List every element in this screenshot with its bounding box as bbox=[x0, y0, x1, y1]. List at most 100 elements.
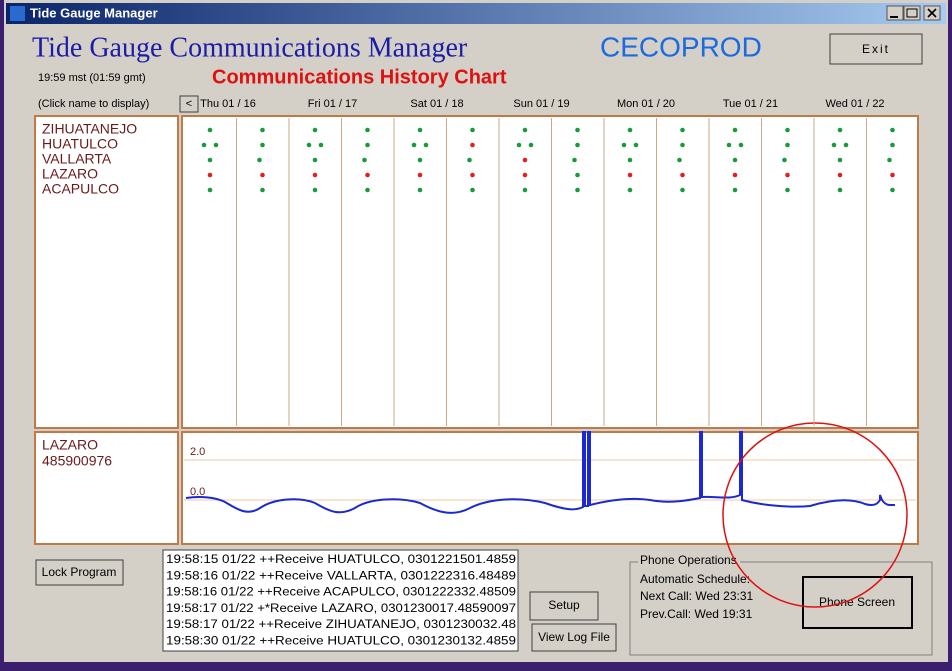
status-dot bbox=[467, 157, 472, 163]
status-dot bbox=[260, 172, 265, 178]
log-line: 19:58:15 01/22 ++Receive HUATULCO, 03012… bbox=[166, 554, 516, 566]
status-dot bbox=[207, 172, 213, 178]
status-dot bbox=[528, 142, 534, 148]
status-dot bbox=[417, 157, 423, 163]
station-name[interactable]: HUATULCO bbox=[42, 136, 118, 152]
status-dot bbox=[312, 187, 318, 193]
status-dot bbox=[575, 142, 580, 148]
exit-button[interactable] bbox=[829, 33, 923, 65]
status-dot bbox=[417, 172, 423, 178]
status-dot bbox=[572, 157, 577, 163]
status-dot bbox=[890, 127, 895, 133]
next-call: Next Call: Wed 23:31 bbox=[640, 589, 753, 603]
maximize[interactable] bbox=[903, 5, 921, 21]
log-line: 19:58:16 01/22 ++Receive ACAPULCO, 03012… bbox=[166, 587, 516, 599]
status-dot bbox=[365, 142, 370, 148]
exit-label[interactable]: Exit bbox=[862, 42, 890, 56]
prev-call: Prev.Call: Wed 19:31 bbox=[640, 607, 753, 621]
log-line: 19:58:30 01/22 ++Receive HUATULCO, 03012… bbox=[166, 636, 516, 648]
status-dot bbox=[732, 187, 738, 193]
org-name: CECOPROD bbox=[600, 31, 762, 62]
status-dot bbox=[627, 157, 633, 163]
history-grid bbox=[181, 115, 919, 429]
status-dot bbox=[522, 157, 528, 163]
station-name[interactable]: ZIHUATANEJO bbox=[42, 121, 137, 137]
status-dot bbox=[785, 142, 790, 148]
status-dot bbox=[887, 157, 892, 163]
status-dot bbox=[207, 157, 213, 163]
status-dot bbox=[516, 142, 522, 148]
detail-id: 485900976 bbox=[42, 453, 112, 469]
status-dot bbox=[470, 142, 475, 148]
date-label: Tue 01 / 21 bbox=[723, 98, 778, 110]
status-dot bbox=[732, 157, 738, 163]
lock-button[interactable] bbox=[35, 559, 124, 586]
status-dot bbox=[318, 142, 324, 148]
status-dot bbox=[522, 187, 528, 193]
status-dot bbox=[575, 187, 580, 193]
hint: (Click name to display) bbox=[38, 98, 149, 110]
log-line: 19:58:17 01/22 ++Receive ZIHUATANEJO, 03… bbox=[166, 619, 516, 631]
phone-group-title: Phone Operations bbox=[640, 553, 737, 567]
status-dot bbox=[312, 127, 318, 133]
setup-label[interactable]: Setup bbox=[548, 598, 580, 612]
tide-trace bbox=[185, 431, 896, 514]
status-dot bbox=[423, 142, 429, 148]
station-name[interactable]: ACAPULCO bbox=[42, 181, 119, 197]
status-dot bbox=[365, 187, 370, 193]
tide-chart bbox=[181, 431, 919, 545]
date-label: Sun 01 / 19 bbox=[513, 98, 569, 110]
status-dot bbox=[890, 142, 895, 148]
status-dot bbox=[365, 127, 370, 133]
phone-screen-label[interactable]: Phone Screen bbox=[819, 595, 895, 609]
status-dot bbox=[785, 127, 790, 133]
window-controls[interactable] bbox=[886, 5, 941, 21]
status-dot bbox=[522, 172, 528, 178]
status-dot bbox=[470, 187, 475, 193]
station-name[interactable]: LAZARO bbox=[42, 166, 98, 182]
status-dot bbox=[627, 187, 633, 193]
status-dot bbox=[732, 127, 738, 133]
chart-subtitle: Communications History Chart bbox=[212, 66, 507, 88]
status-dot bbox=[785, 187, 790, 193]
view-log-button[interactable] bbox=[531, 623, 617, 652]
log-line: 19:58:16 01/22 ++Receive VALLARTA, 03012… bbox=[166, 570, 516, 582]
status-dot bbox=[680, 172, 685, 178]
status-dot bbox=[633, 142, 639, 148]
status-dot bbox=[260, 127, 265, 133]
status-dot bbox=[782, 157, 787, 163]
y-tick-label: 2.0 bbox=[190, 446, 205, 458]
status-dot bbox=[417, 127, 423, 133]
schedule: Automatic Schedule: bbox=[640, 572, 750, 586]
status-dot bbox=[470, 172, 475, 178]
lock-label[interactable]: Lock Program bbox=[42, 565, 117, 579]
prev-label[interactable]: < bbox=[186, 98, 192, 110]
status-dot bbox=[522, 127, 528, 133]
setup-button[interactable] bbox=[529, 591, 599, 621]
status-dot bbox=[312, 172, 318, 178]
prev-button[interactable] bbox=[179, 95, 199, 113]
date-label: Thu 01 / 16 bbox=[200, 98, 256, 110]
station-name[interactable]: VALLARTA bbox=[42, 151, 112, 167]
status-dot bbox=[362, 157, 367, 163]
status-dot bbox=[726, 142, 732, 148]
date-label: Mon 01 / 20 bbox=[617, 98, 675, 110]
y-tick-label: 0.0 bbox=[190, 486, 205, 498]
window-title: Tide Gauge Manager bbox=[30, 5, 158, 20]
status-dot bbox=[411, 142, 417, 148]
status-dot bbox=[306, 142, 312, 148]
view-log-label[interactable]: View Log File bbox=[538, 630, 610, 644]
status-dot bbox=[890, 172, 895, 178]
app-icon bbox=[10, 6, 25, 21]
status-dot bbox=[621, 142, 627, 148]
status-dot bbox=[201, 142, 207, 148]
status-dot bbox=[417, 187, 423, 193]
status-dot bbox=[470, 127, 475, 133]
phone-screen-button[interactable] bbox=[802, 576, 913, 629]
status-dot bbox=[365, 172, 370, 178]
status-dot bbox=[677, 157, 682, 163]
status-dot bbox=[575, 127, 580, 133]
status-dot bbox=[837, 172, 843, 178]
date-label: Wed 01 / 22 bbox=[825, 98, 884, 110]
detail-station: LAZARO bbox=[42, 437, 98, 453]
